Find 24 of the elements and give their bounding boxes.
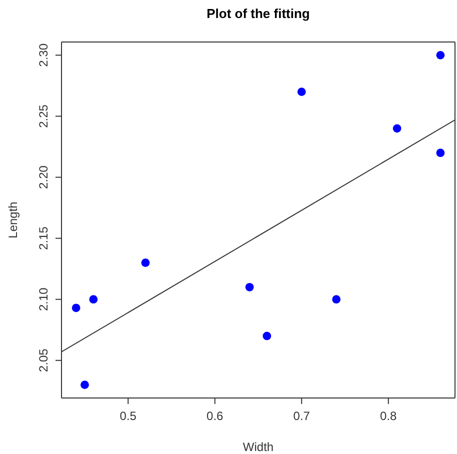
y-tick-label: 2.10 <box>36 287 50 312</box>
y-axis-title: Length <box>6 202 20 238</box>
point <box>262 332 272 340</box>
y-tick-label: 2.25 <box>36 104 50 128</box>
x-tick-label: 0.8 <box>380 409 398 423</box>
y-tick-label: 2.15 <box>36 226 50 250</box>
y-tick-label: 2.20 <box>36 165 50 189</box>
point <box>72 304 80 312</box>
point <box>80 380 89 390</box>
chart-title: Plot of the fitting <box>206 6 310 21</box>
point <box>297 88 306 96</box>
y-tick-label: 2.05 <box>36 348 50 372</box>
point <box>436 50 445 60</box>
point <box>436 148 445 158</box>
point <box>141 258 150 267</box>
point <box>332 295 341 304</box>
point <box>245 282 254 292</box>
point <box>392 124 402 133</box>
x-axis-title: Width <box>242 440 274 454</box>
x-tick-label: 0.7 <box>293 409 310 423</box>
x-tick-label: 0.5 <box>120 409 137 423</box>
y-tick-label: 2.30 <box>36 43 50 67</box>
x-tick-label: 0.6 <box>206 409 224 423</box>
point <box>89 295 98 304</box>
